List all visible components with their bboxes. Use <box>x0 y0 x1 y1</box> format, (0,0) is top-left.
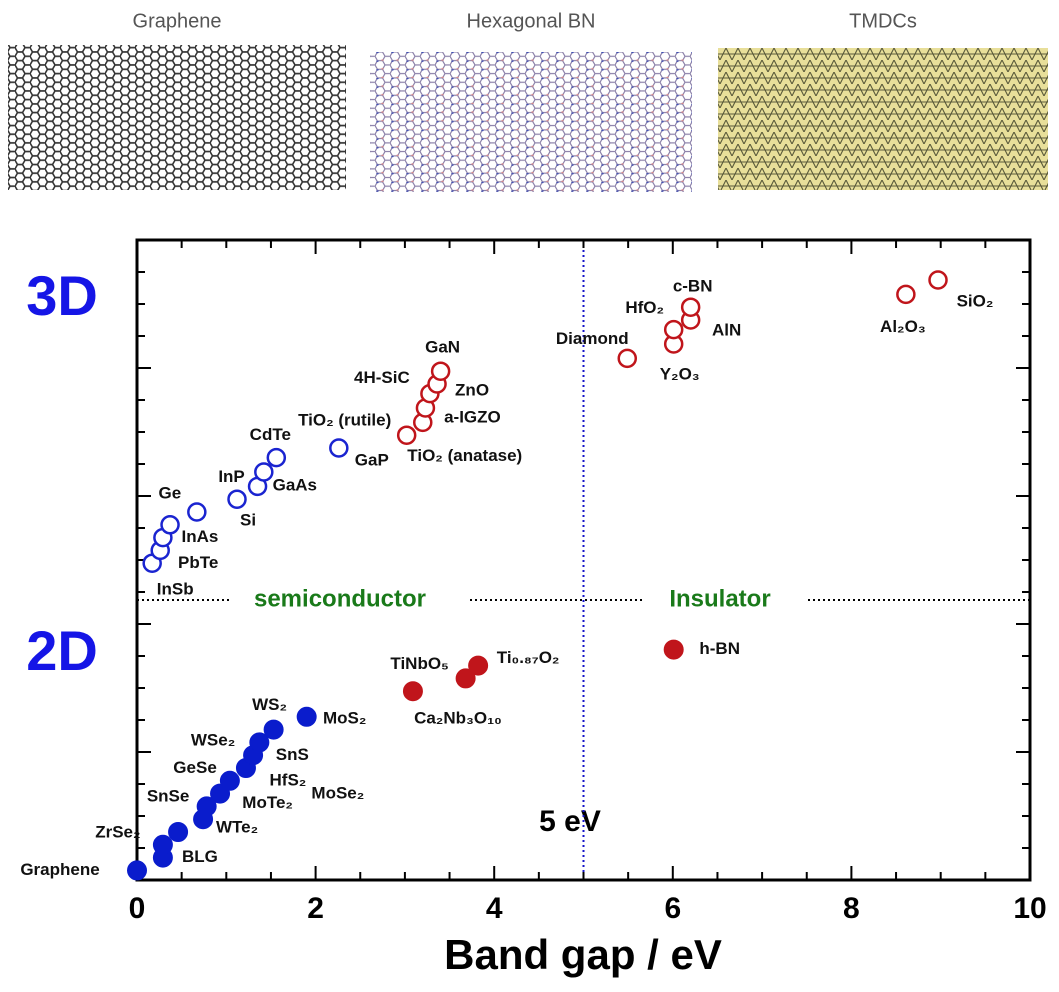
point-label: TiO₂ (anatase) <box>407 446 522 465</box>
point-label: MoSe₂ <box>311 783 364 802</box>
data-point <box>619 350 636 367</box>
point-label: h-BN <box>699 639 740 658</box>
x-tick-label: 10 <box>1013 892 1046 925</box>
page: { "panels": {"titles": ["Graphene", "Hex… <box>0 0 1059 987</box>
x-tick-label: 8 <box>843 892 860 925</box>
x-tick-label: 0 <box>129 892 146 925</box>
tmdc-lattice <box>718 48 1048 190</box>
point-label: Graphene <box>20 860 99 879</box>
point-label: SnS <box>276 745 309 764</box>
point-label: CdTe <box>250 425 291 444</box>
point-label: GeSe <box>173 758 216 777</box>
x-axis-title: Band gap / eV <box>444 931 722 978</box>
data-point <box>264 720 283 739</box>
point-label: HfO₂ <box>625 298 664 317</box>
panel-title: Hexagonal BN <box>467 10 596 32</box>
panel-title: TMDCs <box>849 10 917 32</box>
hbn-lattice <box>370 52 692 192</box>
data-point <box>188 504 205 521</box>
point-label: AlN <box>712 320 741 339</box>
x-tick-label: 4 <box>486 892 503 925</box>
point-label: 4H-SiC <box>354 368 410 387</box>
point-label: WTe₂ <box>216 817 258 836</box>
data-point <box>664 640 683 659</box>
data-point <box>220 771 239 790</box>
data-point <box>297 707 316 726</box>
dimension-label: 3D <box>26 264 98 327</box>
data-point <box>897 286 914 303</box>
data-point <box>162 516 179 533</box>
point-label: HfS₂ <box>270 770 307 789</box>
point-label: Y₂O₃ <box>660 364 700 383</box>
data-point <box>255 464 272 481</box>
point-label: MoTe₂ <box>242 793 293 812</box>
data-point <box>229 491 246 508</box>
point-label: ZnO <box>455 380 489 399</box>
point-label: Diamond <box>556 329 629 348</box>
graphene-lattice <box>8 45 346 190</box>
point-label: a-IGZO <box>444 407 501 426</box>
point-label: TiNbO₅ <box>390 654 448 673</box>
point-label: Si <box>240 511 256 530</box>
class-label: semiconductor <box>254 585 426 612</box>
data-point <box>153 835 172 854</box>
data-point <box>469 656 488 675</box>
point-label: InAs <box>181 527 218 546</box>
point-label: WS₂ <box>252 695 287 714</box>
data-point <box>432 363 449 380</box>
point-label: InSb <box>157 580 194 599</box>
panel-title: Graphene <box>133 10 222 32</box>
top-panels: Graphene Hexagonal BN TMDCs <box>8 10 1048 192</box>
x-tick-label: 2 <box>307 892 324 925</box>
class-label: Insulator <box>669 585 770 612</box>
data-point <box>268 449 285 466</box>
point-label: GaAs <box>273 475 317 494</box>
data-point <box>403 682 422 701</box>
point-label: InP <box>218 467 244 486</box>
point-label: Ti₀.₈₇O₂ <box>497 648 560 667</box>
data-point <box>330 440 347 457</box>
point-label: MoS₂ <box>323 708 366 727</box>
data-point <box>128 861 147 880</box>
point-label: PbTe <box>178 553 218 572</box>
point-label: Ge <box>158 483 181 502</box>
x-tick-label: 6 <box>664 892 681 925</box>
point-label: ZrSe₂ <box>95 822 140 841</box>
point-label: SiO₂ <box>957 291 994 310</box>
data-point <box>665 321 682 338</box>
vline-label: 5 eV <box>539 805 601 838</box>
point-label: GaN <box>425 338 460 357</box>
point-label: TiO₂ (rutile) <box>298 411 391 430</box>
point-label: GaP <box>355 450 389 469</box>
point-label: Ca₂Nb₃O₁₀ <box>414 709 502 728</box>
data-point <box>169 823 188 842</box>
point-label: BLG <box>182 847 218 866</box>
point-label: SnSe <box>147 787 190 806</box>
data-point <box>682 299 699 316</box>
point-label: Al₂O₃ <box>880 317 926 336</box>
dimension-label: 2D <box>26 619 98 682</box>
data-point <box>398 427 415 444</box>
point-label: c-BN <box>673 277 713 296</box>
point-label: WSe₂ <box>191 731 235 750</box>
figure: Graphene Hexagonal BN TMDCs 3D 2D semico… <box>0 0 1059 987</box>
data-point <box>930 272 947 289</box>
